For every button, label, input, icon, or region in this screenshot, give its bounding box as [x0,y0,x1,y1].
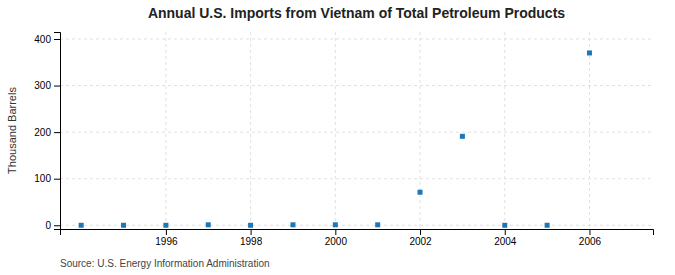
x-axis-line [61,230,654,236]
y-tick-mark [54,179,60,180]
point [79,223,84,228]
y-tick: 400 [34,34,60,45]
point [206,222,211,227]
y-axis-line [54,33,61,230]
point [248,223,253,228]
point [418,190,423,195]
x-tick: 1996 [155,229,178,247]
x-tick-mark [166,229,167,235]
point [290,222,295,227]
x-tick-label: 2000 [325,236,348,247]
y-tick-mark [54,132,60,133]
y-axis: 0 100 200 300 400 [34,33,60,231]
chart-container: 1996 1998 2000 2002 2004 2006 0 100 200 300 400 Ann… [0,0,675,275]
point [121,223,126,228]
y-tick-label: 200 [34,127,51,138]
y-tick-label: 100 [34,173,51,184]
y-grid-line [60,85,653,86]
y-tick: 300 [34,80,60,91]
x-grid-line [420,32,421,229]
points [79,50,592,227]
chart-svg: 1996 1998 2000 2002 2004 2006 0 100 200 300 400 Ann… [0,0,675,275]
x-grid-line [504,32,505,229]
y-tick-mark [54,86,60,87]
title: Annual U.S. Imports from Vietnam of Tota… [148,5,565,21]
x-tick: 2006 [579,229,602,247]
point [587,50,592,55]
y-grid-line [60,225,653,226]
y-tick-mark [54,225,60,226]
y-grid-line [60,132,653,133]
point [375,222,380,227]
y-axis-title: Thousand Barrels [6,87,18,174]
plot-area: 1996 1998 2000 2002 2004 2006 0 100 200 300 400 [34,32,653,247]
y-grid-line [60,178,653,179]
point [163,223,168,228]
y-tick-label: 0 [45,220,51,231]
y-grid-line [60,38,653,39]
annotation: Source: U.S. Energy Information Administ… [60,258,270,269]
x-tick-label: 2004 [494,236,517,247]
x-tick-label: 1996 [155,236,178,247]
point [545,223,550,228]
x-tick-label: 2006 [579,236,602,247]
point [502,223,507,228]
point [333,222,338,227]
y-tick-label: 300 [34,80,51,91]
y-tick: 200 [34,127,60,138]
x-tick-mark [589,229,590,235]
x-tick: 2002 [409,229,432,247]
x-tick-mark [251,229,252,235]
y-tick-label: 400 [34,34,51,45]
x-grid-line [250,32,251,229]
x-grid-line [589,32,590,229]
x-tick: 1998 [240,229,263,247]
y-tick: 0 [45,220,60,231]
y-tick: 100 [34,173,60,184]
x-tick-mark [420,229,421,235]
x-tick-mark [335,229,336,235]
x-grid-line [165,32,166,229]
grid [60,32,653,229]
x-tick-mark [505,229,506,235]
x-tick-label: 1998 [240,236,263,247]
x-axis: 1996 1998 2000 2002 2004 2006 [61,229,654,247]
x-grid-line [335,32,336,229]
x-tick: 2004 [494,229,517,247]
x-tick: 2000 [325,229,348,247]
point [460,134,465,139]
y-tick-mark [54,39,60,40]
x-tick-label: 2002 [409,236,432,247]
